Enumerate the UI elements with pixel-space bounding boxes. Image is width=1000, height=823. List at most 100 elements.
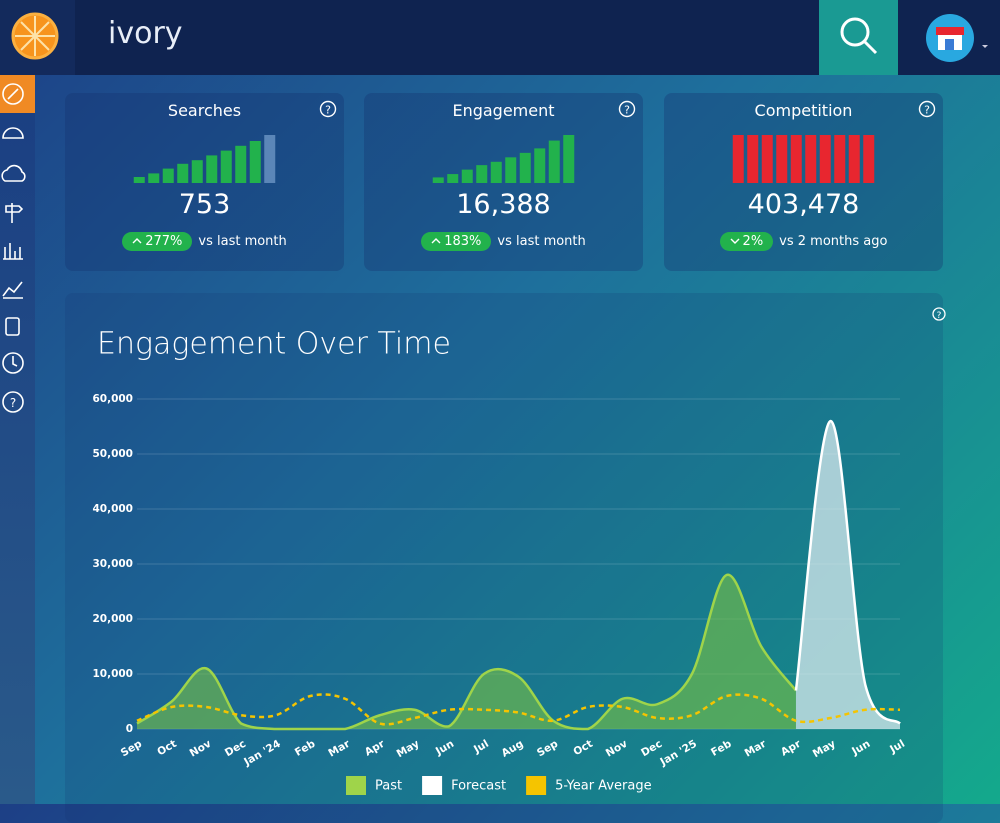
- x-tick-label: Nov: [188, 738, 214, 760]
- help-icon[interactable]: ?: [932, 307, 946, 321]
- x-tick-label: Jul: [471, 738, 491, 756]
- help-circle: [918, 100, 936, 118]
- change-badge: 183%: [421, 232, 492, 251]
- search-button[interactable]: [819, 0, 898, 75]
- mini-bar: [191, 160, 203, 183]
- mini-bar: [747, 135, 759, 183]
- change-arrow: [730, 238, 740, 244]
- mini-bar: [563, 135, 575, 183]
- change-value: 183%: [444, 234, 482, 249]
- legend-swatch: [526, 776, 547, 795]
- help-glyph: ?: [624, 104, 630, 117]
- mini-bar: [790, 135, 802, 183]
- area: [795, 420, 900, 729]
- x-tick-label: Jun: [433, 738, 456, 758]
- mini-bar: [848, 135, 860, 183]
- logo[interactable]: [0, 0, 75, 75]
- change-arrow: [132, 238, 142, 244]
- legend-swatch: [422, 776, 443, 795]
- arrow: [431, 238, 441, 244]
- x-tick-label: Jan '24: [241, 738, 282, 769]
- mini-bar: [133, 177, 145, 183]
- change-row: 183% vs last month: [364, 232, 643, 251]
- card: Searches? 753 277% vs last month: [65, 93, 344, 271]
- change-value: 277%: [145, 234, 183, 249]
- help-circle: [319, 100, 337, 118]
- x-tick-label: Nov: [604, 738, 630, 760]
- change-row: 277% vs last month: [65, 232, 344, 251]
- x-tick-label: Apr: [363, 737, 388, 758]
- app-name: ivory: [108, 16, 183, 51]
- mini-bar-chart: [432, 135, 575, 183]
- mini-bar-chart: [133, 135, 276, 183]
- x-tick-label: Apr: [779, 737, 804, 758]
- change-badge: 2%: [719, 232, 774, 251]
- svg-text:?: ?: [937, 311, 942, 321]
- x-tick-label: May: [395, 738, 422, 760]
- mini-bar: [519, 152, 531, 183]
- mini-bar: [432, 177, 444, 183]
- logo-icon: [11, 12, 59, 60]
- help-icon[interactable]: ?: [318, 100, 338, 120]
- mini-bar: [805, 135, 817, 183]
- x-tick-label: May: [811, 738, 838, 760]
- x-tick-label: Sep: [535, 738, 561, 760]
- mini-bar: [177, 163, 189, 183]
- mini-bar: [148, 173, 160, 183]
- chart-title: Engagement Over Time: [97, 327, 451, 362]
- mini-bar: [776, 135, 788, 183]
- help-circle: [618, 100, 636, 118]
- line: [136, 573, 797, 731]
- legend-label: 5-Year Average: [555, 779, 651, 794]
- nav-active[interactable]: [0, 75, 35, 113]
- mini-bar-chart: [732, 135, 875, 183]
- legend-label: Past: [375, 779, 402, 794]
- card-value: 403,478: [747, 189, 860, 220]
- y-tick-label: 60,000: [92, 393, 133, 405]
- x-tick-label: Mar: [326, 737, 352, 759]
- change-compare: vs last month: [198, 234, 287, 249]
- line: [136, 693, 901, 726]
- avatar[interactable]: [920, 10, 990, 66]
- area: [137, 574, 796, 729]
- top-bar: ivory: [0, 0, 1000, 75]
- search-icon: [840, 17, 878, 55]
- x-tick-label: Feb: [293, 738, 318, 759]
- mini-bar: [819, 135, 831, 183]
- change-arrow: [431, 238, 441, 244]
- x-tick-label: Oct: [155, 738, 178, 758]
- help-glyph: ?: [10, 396, 16, 410]
- line: [794, 419, 901, 725]
- card-title: Searches: [167, 101, 242, 120]
- mini-bar: [162, 168, 174, 183]
- mini-bar: [732, 135, 744, 183]
- mini-bar: [249, 141, 261, 183]
- change-compare: vs 2 months ago: [779, 234, 888, 249]
- nav-icons: ?: [1, 83, 26, 413]
- help-glyph: ?: [924, 104, 930, 117]
- y-tick-label: 50,000: [92, 448, 133, 460]
- mini-bar: [761, 135, 773, 183]
- arrow: [132, 238, 142, 244]
- mini-bar: [447, 174, 459, 183]
- sidebar: ?: [0, 75, 35, 804]
- mini-bar: [206, 155, 218, 183]
- y-tick-label: 40,000: [92, 503, 133, 515]
- x-tick-label: Jan '25: [657, 738, 698, 769]
- mini-bar: [534, 148, 546, 183]
- mini-bar: [476, 165, 488, 183]
- mini-bar: [490, 161, 502, 183]
- card-value: 753: [178, 189, 231, 220]
- card-title: Engagement: [452, 101, 555, 120]
- help-icon[interactable]: ?: [617, 100, 637, 120]
- x-tick-label: Jul: [887, 738, 907, 756]
- x-tick-label: Aug: [499, 738, 525, 760]
- chart: Engagement Over Time ? 0 10,000 20,000 30,0…: [92, 307, 946, 795]
- help-icon[interactable]: ?: [917, 100, 937, 120]
- mini-bar: [548, 140, 560, 183]
- change-value: 2%: [742, 234, 764, 249]
- legend-swatch: [346, 776, 366, 795]
- change-compare: vs last month: [497, 234, 586, 249]
- change-row: 2% vs 2 months ago: [664, 232, 943, 251]
